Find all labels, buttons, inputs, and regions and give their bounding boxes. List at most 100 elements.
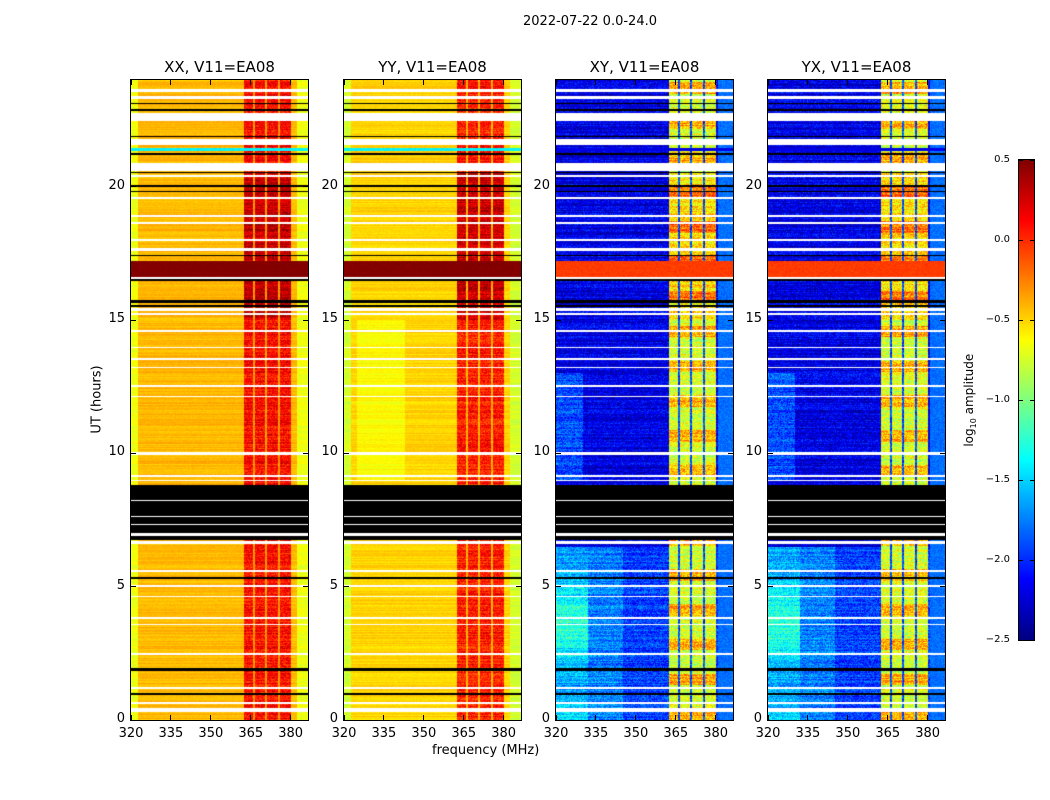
y-tick-label: 5 — [329, 577, 338, 593]
x-tick-label: 365 — [451, 726, 477, 741]
y-tick-mark — [768, 319, 773, 321]
y-tick-mark — [303, 719, 308, 721]
x-tick-mark — [555, 80, 557, 85]
x-tick-mark — [343, 715, 345, 720]
colorbar-tick-mark — [1019, 559, 1023, 561]
y-tick-mark — [768, 186, 773, 188]
colorbar-label-prefix: log — [961, 428, 976, 447]
x-tick-mark — [927, 80, 929, 85]
colorbar-tick-label: −0.5 — [985, 314, 1010, 325]
colorbar-tick-mark — [1030, 639, 1034, 641]
y-tick-mark — [131, 719, 136, 721]
panel-title: YY, V11=EA08 — [378, 58, 487, 76]
x-tick-mark — [503, 80, 505, 85]
y-tick-label: 15 — [533, 311, 550, 326]
x-tick-mark — [383, 715, 385, 720]
x-tick-mark — [767, 715, 769, 720]
x-tick-label: 380 — [703, 726, 729, 741]
y-tick-label: 20 — [108, 177, 125, 193]
y-tick-label: 10 — [108, 444, 125, 460]
colorbar-label-suffix: amplitude — [961, 353, 976, 419]
y-tick-mark — [344, 186, 349, 188]
y-tick-label: 10 — [321, 444, 338, 460]
colorbar-tick-label: −2.0 — [985, 554, 1010, 565]
y-axis-label: UT (hours) — [89, 365, 105, 434]
panel-title: YX, V11=EA08 — [801, 58, 912, 76]
colorbar-tick-label: 0.0 — [994, 234, 1010, 245]
x-tick-label: 380 — [915, 726, 941, 741]
y-tick-mark — [940, 719, 945, 721]
x-tick-mark — [675, 80, 677, 85]
x-tick-label: 335 — [583, 726, 609, 741]
y-tick-mark — [728, 452, 733, 454]
x-tick-mark — [210, 80, 212, 85]
x-tick-mark — [635, 80, 637, 85]
heatmap-image — [768, 80, 945, 720]
colorbar-gradient — [1019, 160, 1034, 640]
x-tick-mark — [807, 80, 809, 85]
y-tick-label: 5 — [541, 577, 550, 593]
y-tick-mark — [303, 319, 308, 321]
x-tick-mark — [130, 715, 132, 720]
y-tick-mark — [556, 319, 561, 321]
x-tick-label: 335 — [371, 726, 397, 741]
x-tick-label: 350 — [835, 726, 861, 741]
y-tick-mark — [556, 586, 561, 588]
y-tick-label: 5 — [116, 577, 125, 593]
x-tick-mark — [887, 80, 889, 85]
colorbar-tick-mark — [1019, 399, 1023, 401]
y-tick-label: 15 — [321, 311, 338, 326]
y-tick-mark — [728, 186, 733, 188]
y-tick-mark — [303, 452, 308, 454]
x-tick-mark — [595, 715, 597, 720]
colorbar-tick-label: −1.5 — [985, 474, 1010, 485]
colorbar-tick-mark — [1019, 239, 1023, 241]
colorbar-tick-label: −1.0 — [985, 394, 1010, 405]
y-tick-mark — [344, 452, 349, 454]
colorbar-tick-mark — [1030, 559, 1034, 561]
colorbar-tick-mark — [1030, 399, 1034, 401]
x-tick-mark — [767, 80, 769, 85]
heatmap-panel-1: YY, V11=EA08 0 5 10 15 20 320 335 350 365 380 — [321, 58, 522, 741]
y-tick-mark — [131, 586, 136, 588]
x-tick-mark — [675, 715, 677, 720]
colorbar-tick-mark — [1019, 319, 1023, 321]
heatmap-panel-2: XY, V11=EA08 0 5 10 15 20 320 335 350 365 380 — [533, 58, 734, 741]
colorbar-tick-mark — [1019, 639, 1023, 641]
x-tick-label: 365 — [663, 726, 689, 741]
x-tick-mark — [715, 80, 717, 85]
panel-title: XX, V11=EA08 — [164, 58, 275, 76]
y-tick-mark — [303, 186, 308, 188]
x-tick-label: 320 — [755, 726, 781, 741]
y-tick-mark — [131, 186, 136, 188]
colorbar-tick-label: −2.5 — [985, 634, 1010, 645]
x-tick-mark — [290, 80, 292, 85]
colorbar-tick-mark — [1030, 159, 1034, 161]
panel-title: XY, V11=EA08 — [589, 58, 700, 76]
y-tick-mark — [768, 586, 773, 588]
y-tick-mark — [940, 452, 945, 454]
colorbar-tick-mark — [1030, 319, 1034, 321]
x-tick-mark — [210, 715, 212, 720]
y-tick-label: 10 — [745, 444, 762, 460]
y-tick-mark — [131, 452, 136, 454]
x-tick-mark — [250, 80, 252, 85]
y-tick-mark — [516, 586, 521, 588]
x-axis-label: frequency (MHz) — [432, 743, 540, 758]
x-tick-label: 365 — [238, 726, 264, 741]
x-tick-mark — [807, 715, 809, 720]
x-tick-label: 365 — [875, 726, 901, 741]
x-tick-mark — [250, 715, 252, 720]
x-tick-mark — [715, 715, 717, 720]
x-tick-mark — [290, 715, 292, 720]
colorbar-tick-mark — [1030, 239, 1034, 241]
colorbar-tick-label: 0.5 — [994, 154, 1010, 165]
x-tick-label: 350 — [623, 726, 649, 741]
x-tick-label: 320 — [543, 726, 569, 741]
heatmap-image — [344, 80, 521, 720]
heatmap-image — [131, 80, 308, 720]
x-tick-mark — [170, 80, 172, 85]
colorbar: 0.5 0.0 −0.5 −1.0 −1.5 −2.0 −2.5 — [986, 155, 1035, 645]
y-tick-label: 0 — [541, 711, 550, 726]
y-tick-mark — [344, 719, 349, 721]
